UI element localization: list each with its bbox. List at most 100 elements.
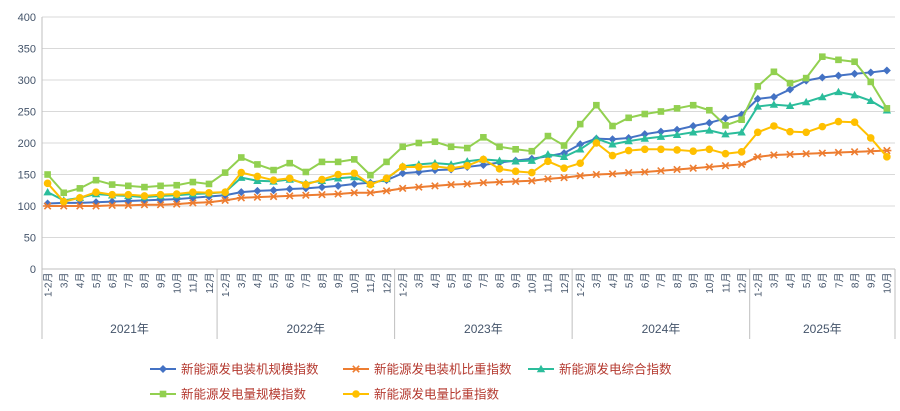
circle-marker <box>382 174 391 183</box>
diamond-marker <box>317 183 326 192</box>
x-axis-month-label: 10月 <box>882 273 894 294</box>
asterisk-marker <box>591 170 601 179</box>
square-marker <box>819 53 826 60</box>
x-axis-month-label: 7月 <box>123 273 135 289</box>
legend-item-3: 新能源发电量规模指数 <box>150 387 307 402</box>
x-axis-month-label: 3月 <box>59 273 71 289</box>
square-marker <box>318 158 326 166</box>
circle-marker <box>576 159 585 167</box>
asterisk-marker <box>236 194 246 202</box>
diamond-marker <box>656 127 665 136</box>
square-marker <box>270 166 277 174</box>
asterisk-marker <box>575 171 585 180</box>
x-axis-month-label: 6月 <box>817 273 829 289</box>
series-3 <box>44 53 891 197</box>
square-marker <box>415 139 423 147</box>
square-marker <box>706 106 713 114</box>
square-marker <box>60 189 68 197</box>
asterisk-marker <box>850 148 860 156</box>
square-marker <box>625 114 632 122</box>
x-axis-year-label: 2023年 <box>464 322 503 336</box>
x-axis-month-label: 12月 <box>381 273 393 294</box>
asterisk-marker <box>333 190 343 198</box>
square-marker <box>786 79 794 87</box>
asterisk-marker <box>462 180 472 188</box>
asterisk-marker <box>285 192 295 200</box>
diamond-marker <box>866 68 875 77</box>
x-axis-month-label: 11月 <box>365 273 377 293</box>
triangle-marker <box>253 176 262 184</box>
legend-label: 新能源发电量比重指数 <box>374 387 500 402</box>
x-axis-month-label: 10月 <box>349 273 361 294</box>
asterisk-marker <box>688 164 698 172</box>
asterisk-marker <box>753 153 763 161</box>
triangle-marker <box>43 187 52 196</box>
square-marker <box>76 185 84 192</box>
asterisk-marker <box>351 365 361 373</box>
square-marker <box>657 108 665 115</box>
square-marker <box>770 68 778 76</box>
square-marker <box>802 74 810 82</box>
triangle-marker <box>785 101 795 110</box>
circle-marker <box>189 188 197 196</box>
triangle-marker <box>495 156 504 164</box>
circle-marker <box>431 162 439 171</box>
asterisk-marker <box>123 201 133 210</box>
asterisk-marker <box>833 148 843 157</box>
circle-marker <box>544 157 552 166</box>
square-marker <box>399 143 406 151</box>
diamond-marker <box>834 71 843 80</box>
circle-marker <box>205 188 213 197</box>
asterisk-marker <box>656 166 666 175</box>
circle-marker <box>172 190 181 198</box>
x-axis-month-label: 1-2月 <box>397 273 409 297</box>
square-marker <box>463 144 471 152</box>
triangle-marker <box>576 145 585 153</box>
x-axis-month-label: 4月 <box>607 273 619 289</box>
circle-marker <box>285 174 294 183</box>
y-axis-label: 350 <box>18 43 36 55</box>
circle-marker <box>76 194 84 202</box>
diamond-marker <box>769 93 778 102</box>
legend-label: 新能源发电装机比重指数 <box>374 362 512 377</box>
y-axis-label: 100 <box>18 201 36 213</box>
x-axis-month-label: 10月 <box>704 273 716 294</box>
circle-marker <box>140 192 149 200</box>
diamond-marker <box>253 186 262 195</box>
circle-marker <box>302 180 310 189</box>
x-axis-month-label: 4月 <box>75 273 87 289</box>
square-marker <box>334 158 342 166</box>
series-4 <box>43 117 891 206</box>
x-axis-year-label: 2021年 <box>110 322 149 336</box>
legend-item-4: 新能源发电量比重指数 <box>343 387 500 402</box>
circle-marker <box>834 117 843 126</box>
circle-marker <box>866 134 875 142</box>
circle-marker <box>479 155 488 164</box>
circle-marker <box>689 147 697 155</box>
x-axis-month-label: 12月 <box>204 273 216 294</box>
square-marker <box>835 56 842 64</box>
asterisk-marker <box>608 170 617 178</box>
circle-marker <box>705 145 714 154</box>
x-axis-month-label: 7月 <box>478 273 490 289</box>
circle-marker <box>850 118 859 127</box>
triangle-marker <box>559 152 569 161</box>
circle-marker <box>156 190 165 199</box>
circle-marker <box>415 163 423 171</box>
triangle-marker <box>511 157 520 165</box>
diamond-marker <box>237 188 246 197</box>
triangle-marker <box>527 156 536 164</box>
circle-marker <box>253 172 262 181</box>
square-marker <box>44 171 51 178</box>
square-marker <box>754 83 762 90</box>
x-axis-month-label: 8月 <box>672 273 684 289</box>
circle-marker <box>721 149 730 158</box>
asterisk-marker <box>349 189 359 197</box>
square-marker <box>108 181 116 188</box>
asterisk-marker <box>398 184 408 193</box>
x-axis-month-label: 5月 <box>91 273 103 289</box>
x-axis-month-label: 1-2月 <box>220 273 232 297</box>
square-marker <box>286 159 293 167</box>
square-marker <box>302 168 310 176</box>
asterisk-marker <box>737 160 747 169</box>
